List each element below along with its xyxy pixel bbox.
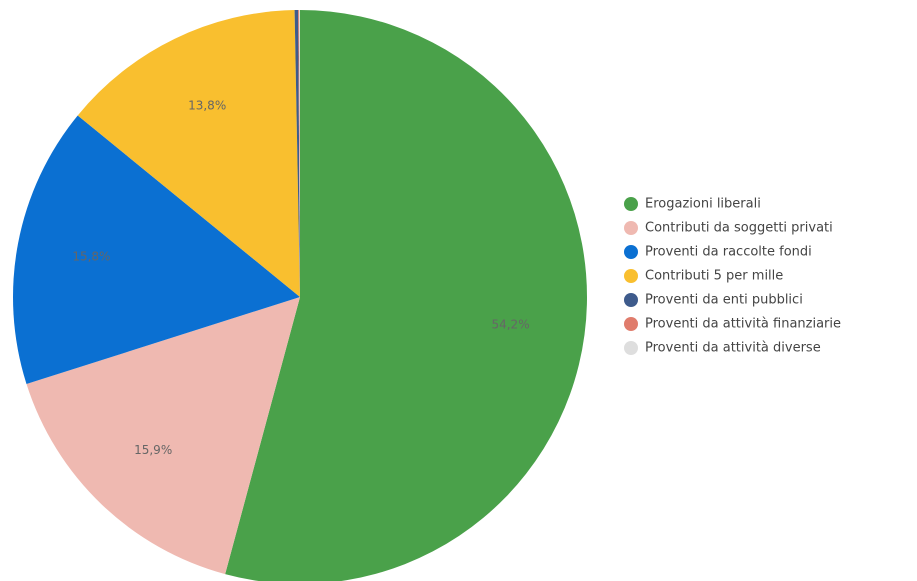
slice-label: 54,2% bbox=[491, 317, 529, 331]
pie-slice bbox=[298, 10, 300, 298]
slice-label: 15,8% bbox=[72, 250, 110, 264]
slice-label: 15,9% bbox=[134, 443, 172, 457]
pie-slice bbox=[294, 10, 300, 297]
legend-text: Proventi da enti pubblici bbox=[645, 293, 803, 308]
legend-text: Proventi da attività diverse bbox=[645, 341, 821, 356]
legend-text: Proventi da raccolte fondi bbox=[645, 245, 812, 260]
legend-marker bbox=[624, 269, 638, 283]
slice-label: 13,8% bbox=[188, 98, 226, 112]
legend-marker bbox=[624, 317, 638, 331]
legend-text: Erogazioni liberali bbox=[645, 197, 761, 212]
pie-slice bbox=[26, 297, 300, 575]
pie-slice bbox=[77, 10, 300, 297]
pie-slice bbox=[225, 10, 587, 581]
legend-text: Contributi da soggetti privati bbox=[645, 221, 833, 236]
legend-marker bbox=[624, 341, 638, 355]
legend-marker bbox=[624, 197, 638, 211]
pie-slice bbox=[13, 115, 301, 384]
legend-text: Proventi da attività finanziarie bbox=[645, 317, 841, 332]
pie-slice bbox=[299, 10, 300, 297]
legend-text: Contributi 5 per mille bbox=[645, 269, 783, 284]
legend-marker bbox=[624, 221, 638, 235]
legend-marker bbox=[624, 293, 638, 307]
legend-marker bbox=[624, 245, 638, 259]
